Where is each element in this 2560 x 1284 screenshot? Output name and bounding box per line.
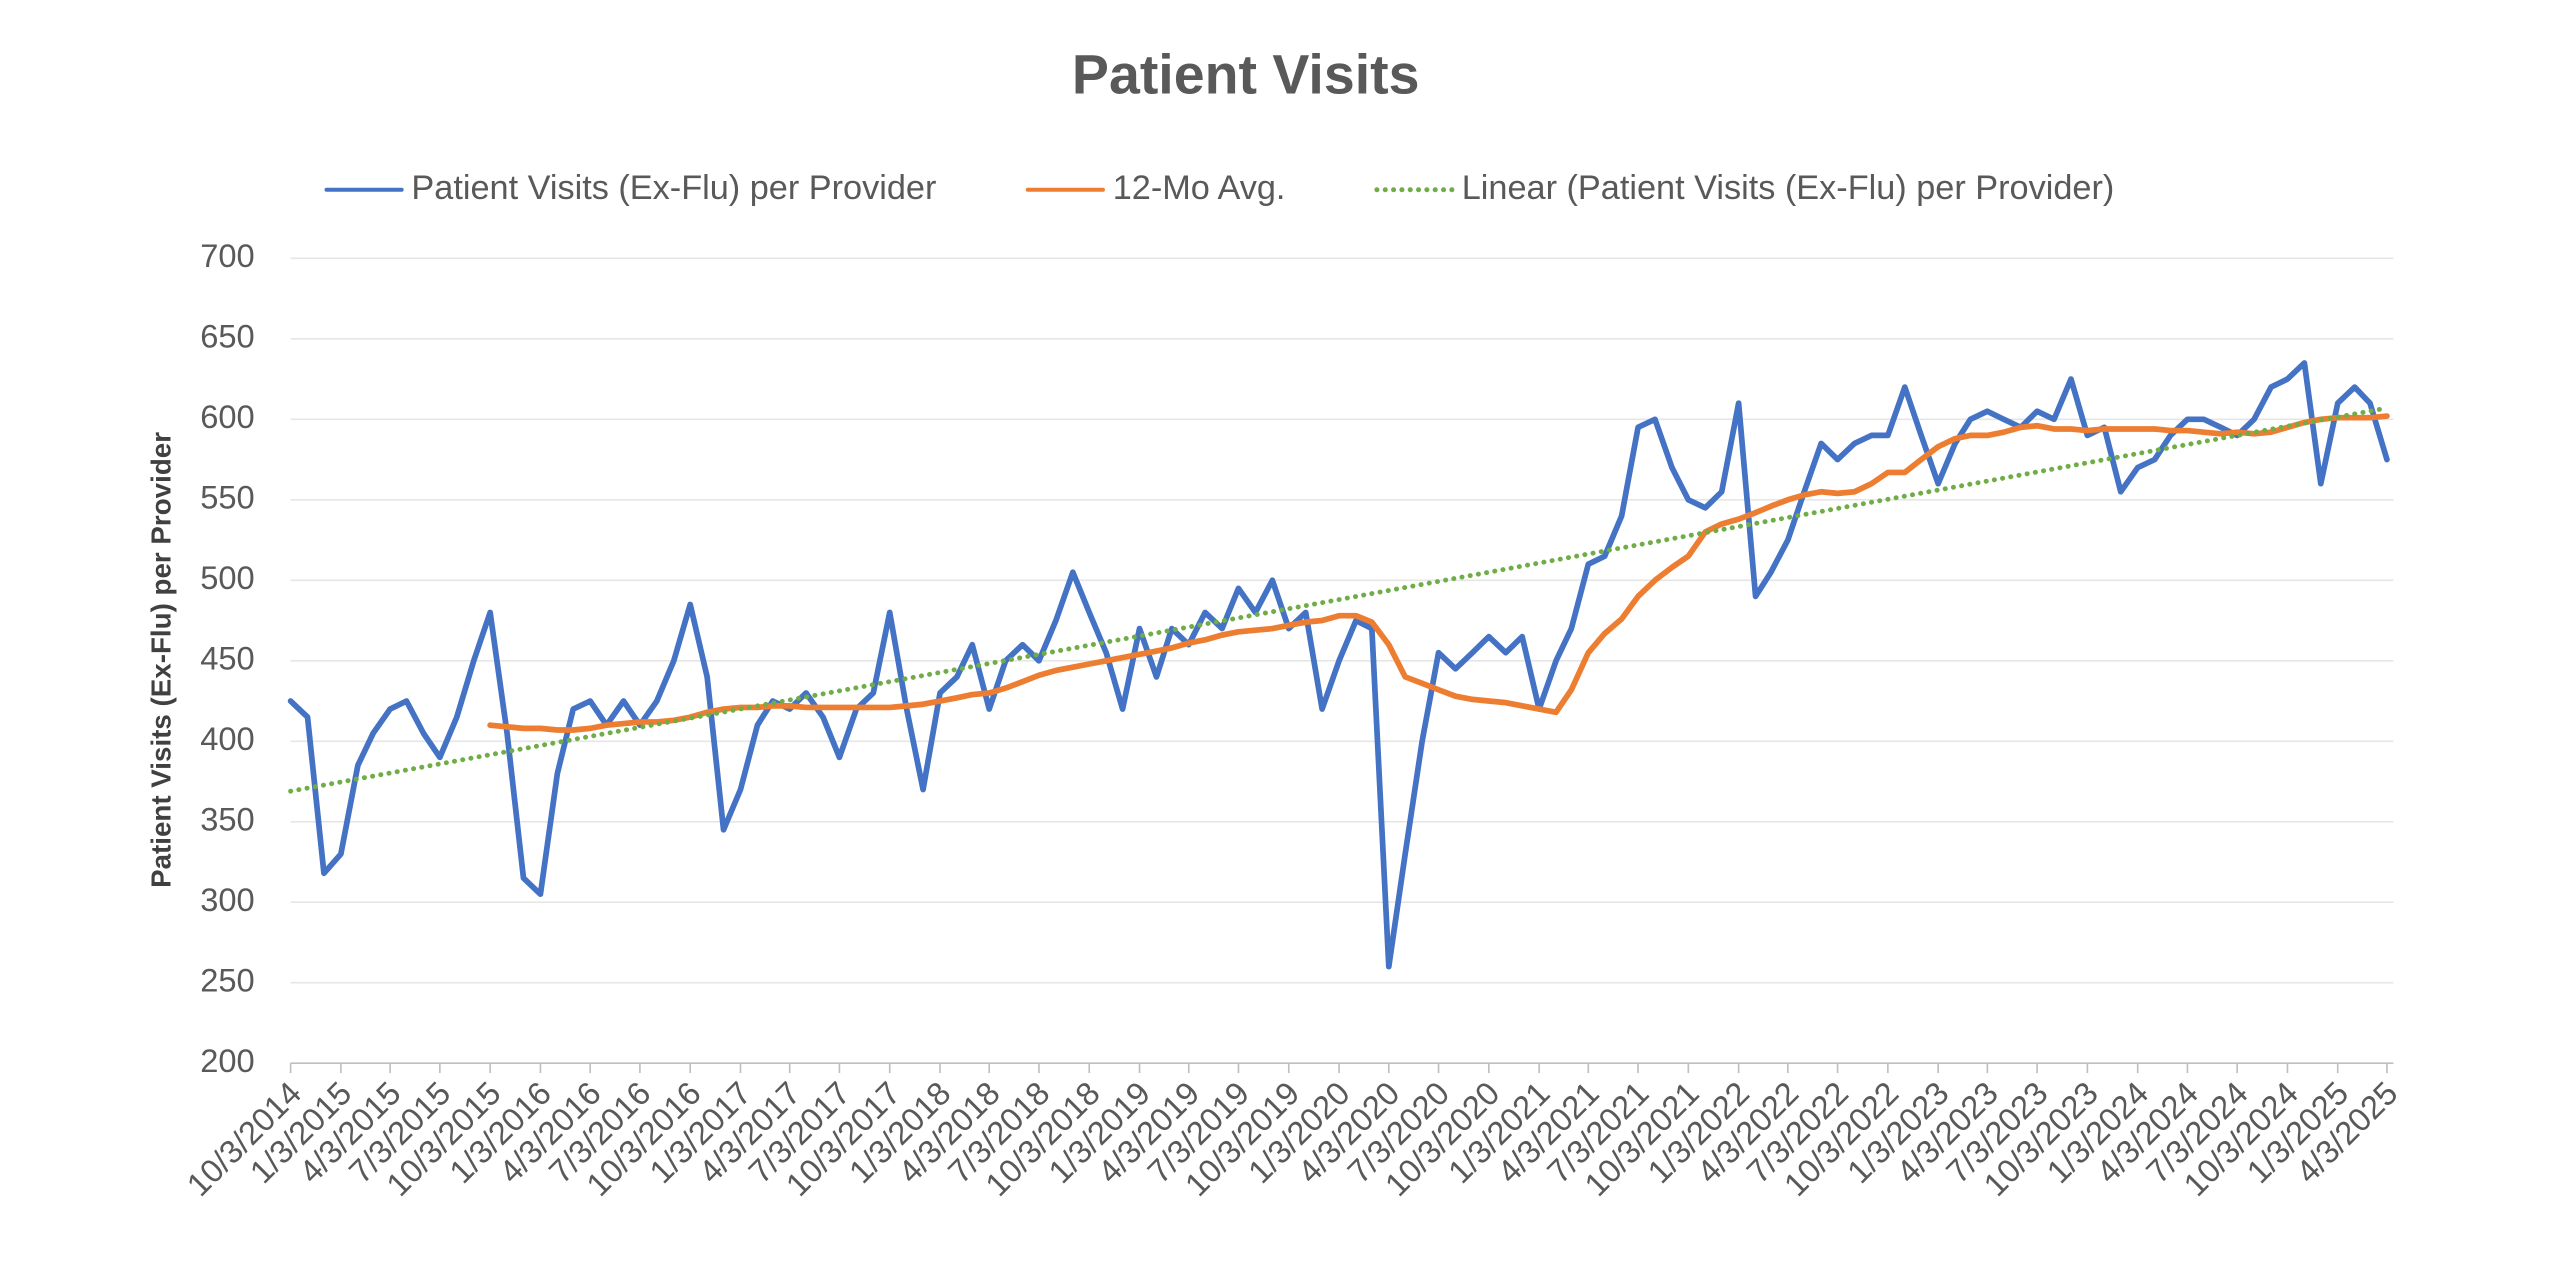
- y-tick-label: 250: [200, 961, 254, 998]
- y-tick-label: 300: [200, 881, 254, 918]
- y-tick-label: 700: [200, 237, 254, 274]
- y-tick-label: 450: [200, 639, 254, 676]
- series-line: [487, 413, 2390, 733]
- y-tick-label: 400: [200, 720, 254, 757]
- y-axis-label: Patient Visits (Ex-Flu) per Provider: [146, 432, 177, 888]
- y-tick-label: 550: [200, 478, 254, 515]
- legend-label: Patient Visits (Ex-Flu) per Provider: [411, 169, 936, 207]
- legend-label: Linear (Patient Visits (Ex-Flu) per Prov…: [1462, 169, 2115, 207]
- series-line: [288, 405, 2390, 794]
- series-line: [287, 360, 2390, 970]
- chart-title: Patient Visits: [1072, 43, 1420, 105]
- y-tick-label: 600: [200, 398, 254, 435]
- legend-label: 12-Mo Avg.: [1113, 169, 1286, 207]
- y-tick-label: 200: [200, 1042, 254, 1079]
- y-tick-label: 500: [200, 559, 254, 596]
- y-tick-label: 350: [200, 800, 254, 837]
- y-tick-label: 650: [200, 317, 254, 354]
